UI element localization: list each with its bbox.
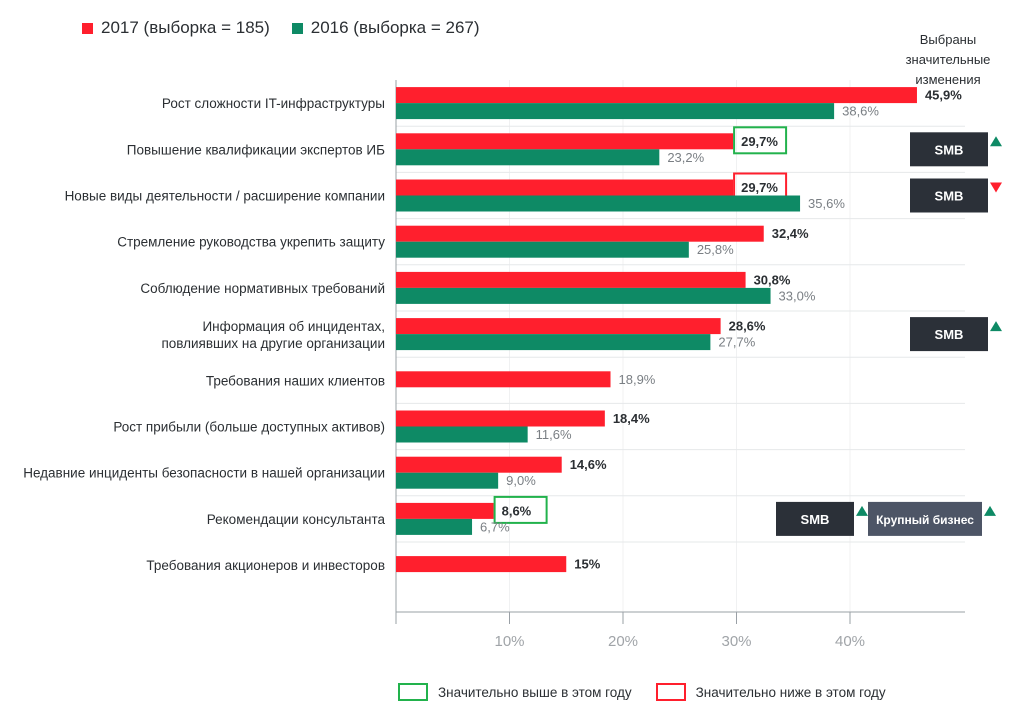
bar-2017 (396, 371, 611, 388)
value-label-2016: 11,6% (536, 427, 572, 442)
category-label: Повышение квалификации экспертов ИБ (127, 142, 385, 157)
value-label-2016: 27,7% (718, 335, 755, 350)
badge-smb (910, 317, 988, 352)
badge-large-business (868, 501, 982, 536)
value-label-2017: 29,7% (741, 180, 778, 195)
category-label: Рост сложности IT-инфраструктуры (162, 96, 385, 111)
bar-2016 (396, 103, 835, 120)
value-label-2017: 8,6% (502, 503, 532, 518)
bar-2016 (396, 149, 660, 166)
badge-label: SMB (935, 142, 964, 157)
category-label: Информация об инцидентах, повлиявших на д… (161, 319, 385, 351)
value-label-2016: 25,8% (697, 242, 734, 257)
bottom-legend: Значительно выше в этом году Значительно… (398, 683, 886, 701)
value-label-2016: 6,7% (480, 519, 510, 534)
value-label-2016: 38,6% (842, 104, 879, 119)
value-label-2016: 33,0% (779, 288, 816, 303)
category-label: Соблюдение нормативных требований (140, 281, 385, 296)
category-label: Стремление руководства укрепить защиту (117, 235, 385, 250)
legend-higher: Значительно выше в этом году (398, 683, 632, 701)
legend-lower-box (655, 683, 686, 701)
legend-lower: Значительно ниже в этом году (655, 683, 886, 701)
legend-label-2017: 2017 (выборка = 185) (101, 18, 270, 37)
category-label: Новые виды деятельности / расширение ком… (65, 189, 385, 204)
bar-2016 (396, 195, 801, 212)
arrow-up-icon (990, 321, 1002, 332)
value-label-2017: 18,4% (613, 411, 650, 426)
value-label-2017: 18,9% (619, 372, 656, 387)
value-label-2016: 9,0% (506, 473, 536, 488)
bar-2017 (396, 318, 721, 335)
value-label-2017: 28,6% (729, 319, 766, 334)
arrow-up-icon (856, 505, 868, 516)
bar-2016 (396, 334, 711, 351)
legend-higher-label: Значительно выше в этом году (438, 684, 632, 700)
x-tick-label: 30% (721, 633, 751, 650)
value-label-2017: 15% (574, 557, 600, 572)
badge-smb (776, 501, 854, 536)
highlight-higher-box (733, 126, 788, 155)
bar-2016 (396, 472, 499, 489)
x-tick-label: 20% (608, 633, 638, 650)
badge-label: SMB (801, 512, 830, 527)
value-label-2016: 35,6% (808, 196, 845, 211)
bar-2017 (396, 556, 567, 573)
top-legend: 2017 (выборка = 185) 2016 (выборка = 267… (82, 18, 480, 38)
value-label-2017: 29,7% (741, 134, 778, 149)
bar-2016 (396, 426, 528, 443)
highlight-higher-box (493, 495, 548, 524)
category-label: Рекомендации консультанта (207, 512, 386, 527)
legend-swatch-2016 (291, 22, 303, 34)
bar-2017 (396, 271, 746, 288)
arrow-up-icon (984, 505, 996, 516)
x-tick-label: 40% (835, 633, 865, 650)
category-label: Требования наших клиентов (206, 373, 385, 388)
category-label: Рост прибыли (больше доступных активов) (113, 420, 385, 435)
bar-2017 (396, 456, 562, 473)
bar-2016 (396, 518, 473, 535)
x-tick-label: 10% (494, 633, 524, 650)
bar-2017 (396, 179, 734, 196)
bar-2016 (396, 241, 689, 258)
arrow-up-icon (990, 136, 1002, 147)
badge-label: SMB (935, 327, 964, 342)
bar-2017 (396, 87, 917, 104)
value-label-2017: 30,8% (754, 272, 791, 287)
category-label: Недавние инциденты безопасности в нашей … (23, 466, 385, 481)
legend-item-2016: 2016 (выборка = 267) (291, 18, 480, 38)
badge-smb (910, 132, 988, 167)
bar-2017 (396, 410, 605, 427)
badge-label: Крупный бизнес (876, 513, 974, 527)
value-label-2016: 23,2% (667, 150, 704, 165)
legend-item-2017: 2017 (выборка = 185) (82, 18, 270, 38)
bar-2016 (396, 287, 771, 304)
legend-higher-box (398, 683, 428, 701)
value-label-2017: 45,9% (925, 88, 962, 103)
bar-2017 (396, 225, 764, 242)
arrow-down-icon (990, 182, 1002, 193)
legend-swatch-2017 (82, 22, 93, 34)
value-label-2017: 14,6% (570, 457, 607, 472)
legend-label-2016: 2016 (выборка = 267) (310, 18, 480, 37)
significant-changes-title: Выбраны значительные изменения (905, 32, 991, 87)
bar-2017 (396, 133, 734, 150)
legend-lower-label: Значительно ниже в этом году (695, 684, 886, 700)
bar-2017 (396, 502, 494, 519)
badge-smb (910, 178, 988, 213)
value-label-2017: 32,4% (772, 226, 809, 241)
category-label: Требования акционеров и инвесторов (146, 558, 385, 573)
badge-label: SMB (935, 189, 964, 204)
